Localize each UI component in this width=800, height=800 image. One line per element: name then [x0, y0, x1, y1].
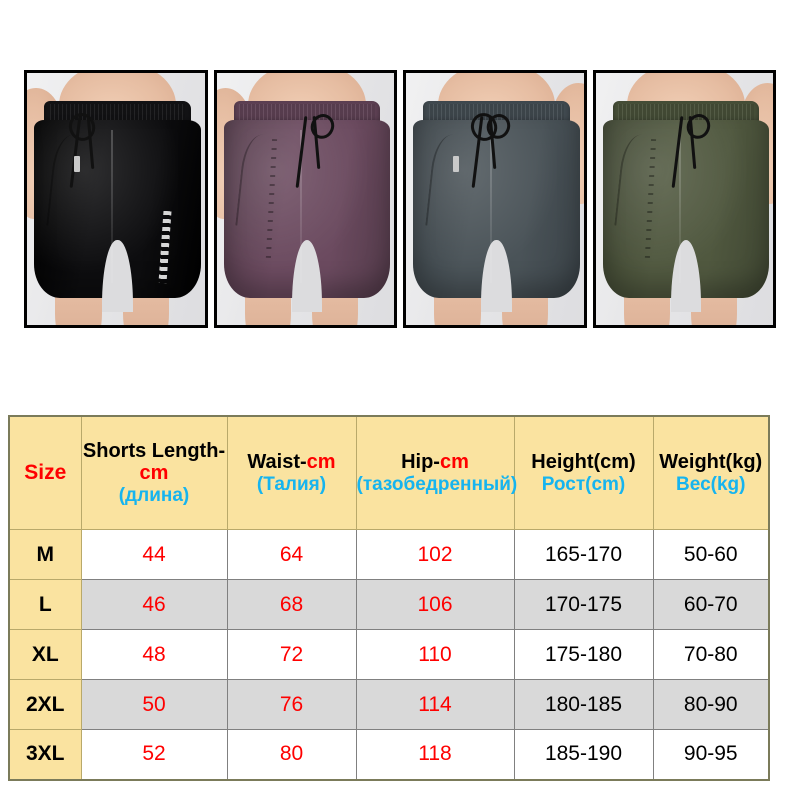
drawstring [656, 110, 723, 188]
cell-hip: 110 [355, 629, 515, 680]
drawstring [456, 109, 523, 188]
front-seam [679, 130, 682, 283]
column-header-weight-ru: Вес(kg) [676, 473, 746, 495]
cell-weight: 90-95 [652, 729, 770, 780]
column-header-waist-unit: cm [306, 451, 336, 474]
cell-weight: 70-80 [652, 629, 770, 680]
column-header-height: Height(cm) Рост(cm) [513, 415, 654, 530]
drawstring-loop [682, 110, 715, 143]
column-header-hip-unit: cm [439, 451, 469, 474]
column-header-hip-en: Hip- [401, 451, 440, 474]
cell-weight: 50-60 [652, 529, 770, 580]
drawstring-loop [306, 110, 339, 143]
product-photo-grey[interactable] [403, 70, 587, 328]
cell-hip: 114 [355, 679, 515, 730]
cell-height: 180-185 [513, 679, 654, 730]
table-row: 2XL 50 76 114 180-185 80-90 [8, 679, 770, 730]
table-row: XL 48 72 110 175-180 70-80 [8, 629, 770, 680]
cell-height: 165-170 [513, 529, 654, 580]
front-seam [489, 130, 492, 283]
table-row: 3XL 52 80 118 185-190 90-95 [8, 729, 770, 780]
drawstring-cord-left [671, 115, 684, 188]
cell-hip: 106 [355, 579, 515, 630]
waistband [612, 100, 760, 124]
product-photo-army-green-image [595, 73, 773, 325]
product-photo-army-green[interactable] [592, 70, 776, 328]
cell-waist: 64 [226, 529, 357, 580]
cell-hip: 102 [355, 529, 515, 580]
waistband [423, 100, 570, 124]
cell-height: 170-175 [513, 579, 654, 630]
table-header-row: Size Shorts Length-cm (длина) Waist-cm (… [8, 415, 770, 530]
column-header-size: Size [8, 415, 82, 530]
cell-height: 185-190 [513, 729, 654, 780]
waistband [233, 100, 381, 124]
cell-waist: 68 [226, 579, 357, 630]
table-row: M 44 64 102 165-170 50-60 [8, 529, 770, 580]
column-header-height-en: Height(cm) [531, 451, 636, 474]
shorts-army-green [602, 100, 770, 313]
cell-size: L [8, 579, 82, 630]
column-header-waist-en: Waist- [247, 451, 307, 474]
size-chart-container: Size Shorts Length-cm (длина) Waist-cm (… [8, 415, 770, 781]
column-header-hip-ru: (тазобедренный) [356, 473, 518, 495]
cell-shorts-length: 52 [80, 729, 228, 780]
cell-shorts-length: 50 [80, 679, 228, 730]
column-header-shorts-length-unit: cm [139, 462, 169, 485]
cell-height: 175-180 [513, 629, 654, 680]
drawstring [280, 110, 347, 188]
size-chart-head: Size Shorts Length-cm (длина) Waist-cm (… [8, 415, 770, 530]
product-photo-black[interactable] [24, 70, 208, 328]
product-photo-purple-image [216, 73, 394, 325]
product-photo-purple[interactable] [213, 70, 397, 328]
cell-hip: 118 [355, 729, 515, 780]
column-header-shorts-length-en: Shorts Length- [82, 439, 226, 462]
column-header-waist: Waist-cm (Талия) [226, 415, 357, 530]
brand-tag [74, 155, 81, 172]
brand-tag [453, 155, 460, 172]
column-header-weight: Weight(kg) Вес(kg) [652, 415, 770, 530]
column-header-shorts-length: Shorts Length-cm (длина) [80, 415, 228, 530]
cell-waist: 76 [226, 679, 357, 730]
drawstring [54, 109, 121, 188]
cell-waist: 72 [226, 629, 357, 680]
cell-size: XL [8, 629, 82, 680]
cell-shorts-length: 44 [80, 529, 228, 580]
shorts-grey [413, 100, 580, 313]
column-header-waist-ru: (Талия) [256, 473, 327, 495]
cell-weight: 80-90 [652, 679, 770, 730]
cell-shorts-length: 48 [80, 629, 228, 680]
cell-size: 2XL [8, 679, 82, 730]
product-photo-gallery [24, 70, 776, 328]
size-chart: Size Shorts Length-cm (длина) Waist-cm (… [8, 415, 770, 781]
drawstring-cord-left [295, 115, 308, 188]
product-photo-grey-image [406, 73, 584, 325]
shorts-black [34, 100, 201, 313]
front-seam [110, 130, 113, 283]
cell-size: 3XL [8, 729, 82, 780]
column-header-height-ru: Рост(cm) [541, 473, 626, 495]
shorts-purple [223, 100, 391, 313]
cell-waist: 80 [226, 729, 357, 780]
column-header-weight-en: Weight(kg) [659, 451, 763, 474]
size-chart-body: M 44 64 102 165-170 50-60 L 46 68 106 17… [8, 529, 770, 780]
column-header-shorts-length-ru: (длина) [118, 484, 190, 506]
product-photo-black-image [27, 73, 205, 325]
cell-weight: 60-70 [652, 579, 770, 630]
cell-size: M [8, 529, 82, 580]
table-row: L 46 68 106 170-175 60-70 [8, 579, 770, 630]
front-seam [300, 130, 303, 283]
cell-shorts-length: 46 [80, 579, 228, 630]
column-header-hip: Hip-cm (тазобедренный) [355, 415, 518, 530]
